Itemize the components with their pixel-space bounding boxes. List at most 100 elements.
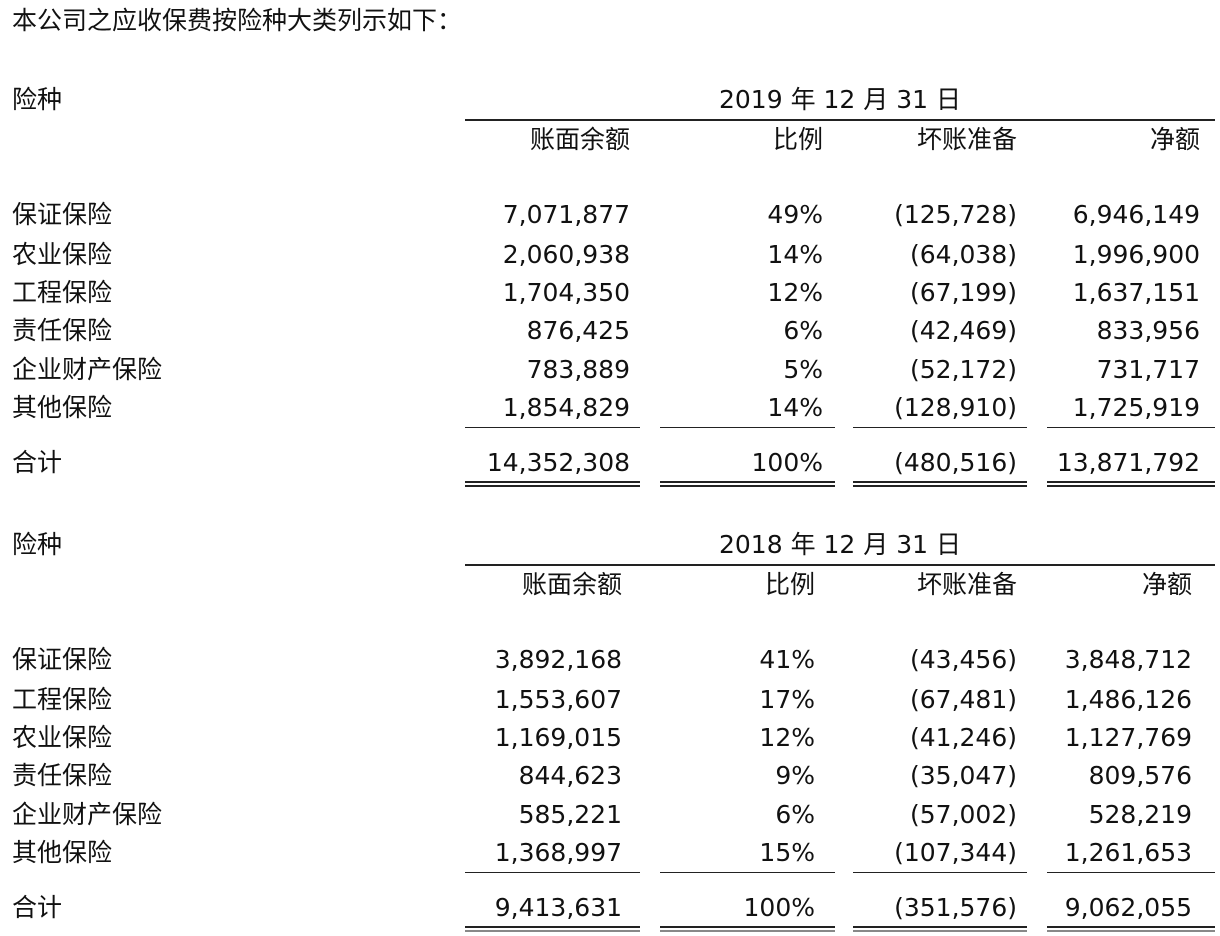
row-label: 保证保险: [12, 645, 113, 674]
header-rule: [465, 564, 1215, 566]
cell: 49%: [767, 200, 823, 229]
column-header: 比例: [772, 125, 823, 154]
subtotal-rule: [465, 872, 640, 873]
cell: 1,725,919: [1072, 393, 1200, 422]
total-cell: 100%: [751, 448, 823, 477]
total-rule: [853, 926, 1027, 928]
cell: 2,060,938: [502, 240, 630, 269]
cell: (35,047): [910, 761, 1017, 790]
period-header: 2018 年 12 月 31 日: [719, 530, 961, 559]
total-label: 合计: [12, 448, 63, 477]
cell: 1,637,151: [1072, 278, 1200, 307]
subtotal-rule: [853, 872, 1027, 873]
subtotal-rule: [1047, 872, 1215, 873]
cell: 783,889: [526, 355, 630, 384]
total-rule: [465, 481, 640, 483]
row-label: 农业保险: [12, 723, 113, 752]
cell: 6,946,149: [1072, 200, 1200, 229]
row-label: 责任保险: [12, 316, 113, 345]
total-cell: (480,516): [894, 448, 1017, 477]
row-label: 农业保险: [12, 240, 113, 269]
cell: 12%: [767, 278, 823, 307]
column-header: 坏账准备: [916, 570, 1017, 599]
cell: 1,261,653: [1064, 838, 1192, 867]
total-rule: [660, 930, 835, 932]
cell: (64,038): [910, 240, 1017, 269]
cell: (41,246): [910, 723, 1017, 752]
cell: 14%: [767, 240, 823, 269]
row-label: 工程保险: [12, 685, 113, 714]
total-rule: [1047, 926, 1215, 928]
cell: (67,481): [910, 685, 1017, 714]
cell: 12%: [759, 723, 815, 752]
total-rule: [465, 930, 640, 932]
column-header: 比例: [764, 570, 815, 599]
total-cell: 13,871,792: [1056, 448, 1200, 477]
subtotal-rule: [1047, 427, 1215, 428]
total-cell: 14,352,308: [486, 448, 630, 477]
cell: 41%: [759, 645, 815, 674]
cell: (42,469): [910, 316, 1017, 345]
column-header: 账面余额: [521, 570, 622, 599]
cell: 809,576: [1088, 761, 1192, 790]
subtotal-rule: [660, 427, 835, 428]
row-label: 保证保险: [12, 200, 113, 229]
cell: (107,344): [894, 838, 1017, 867]
cell: 14%: [767, 393, 823, 422]
cell: 876,425: [526, 316, 630, 345]
cell: 585,221: [518, 800, 622, 829]
cell: (128,910): [894, 393, 1017, 422]
row-label: 企业财产保险: [12, 355, 163, 384]
cell: 15%: [759, 838, 815, 867]
cell: 1,996,900: [1072, 240, 1200, 269]
total-cell: 9,413,631: [494, 893, 622, 922]
row-label: 工程保险: [12, 278, 113, 307]
row-header-label: 险种: [12, 530, 63, 559]
period-header: 2019 年 12 月 31 日: [719, 85, 961, 114]
column-header: 坏账准备: [916, 125, 1017, 154]
cell: 9%: [775, 761, 815, 790]
cell: 5%: [783, 355, 823, 384]
subtotal-rule: [465, 427, 640, 428]
row-label: 责任保险: [12, 761, 113, 790]
total-rule: [1047, 485, 1215, 487]
total-rule: [465, 926, 640, 928]
total-rule: [853, 481, 1027, 483]
subtotal-rule: [853, 427, 1027, 428]
row-header-label: 险种: [12, 85, 63, 114]
cell: (67,199): [910, 278, 1017, 307]
total-rule: [853, 930, 1027, 932]
column-header: 净额: [1141, 570, 1192, 599]
total-cell: 100%: [743, 893, 815, 922]
row-label: 其他保险: [12, 393, 113, 422]
row-label: 其他保险: [12, 838, 113, 867]
intro: 本公司之应收保费按险种大类列示如下：: [12, 6, 463, 35]
cell: 3,892,168: [494, 645, 622, 674]
cell: 7,071,877: [502, 200, 630, 229]
header-rule: [465, 119, 1215, 121]
cell: 1,127,769: [1064, 723, 1192, 752]
cell: (125,728): [894, 200, 1017, 229]
total-rule: [660, 481, 835, 483]
total-cell: 9,062,055: [1064, 893, 1192, 922]
row-label: 企业财产保险: [12, 800, 163, 829]
total-cell: (351,576): [894, 893, 1017, 922]
cell: 1,854,829: [502, 393, 630, 422]
cell: 1,486,126: [1064, 685, 1192, 714]
cell: (43,456): [910, 645, 1017, 674]
cell: (52,172): [910, 355, 1017, 384]
cell: 1,704,350: [502, 278, 630, 307]
total-rule: [1047, 930, 1215, 932]
cell: 1,368,997: [494, 838, 622, 867]
cell: 3,848,712: [1064, 645, 1192, 674]
total-rule: [853, 485, 1027, 487]
cell: 731,717: [1096, 355, 1200, 384]
cell: 17%: [759, 685, 815, 714]
subtotal-rule: [660, 872, 835, 873]
cell: 833,956: [1096, 316, 1200, 345]
total-rule: [465, 485, 640, 487]
total-label: 合计: [12, 893, 63, 922]
column-header: 账面余额: [529, 125, 630, 154]
cell: (57,002): [910, 800, 1017, 829]
